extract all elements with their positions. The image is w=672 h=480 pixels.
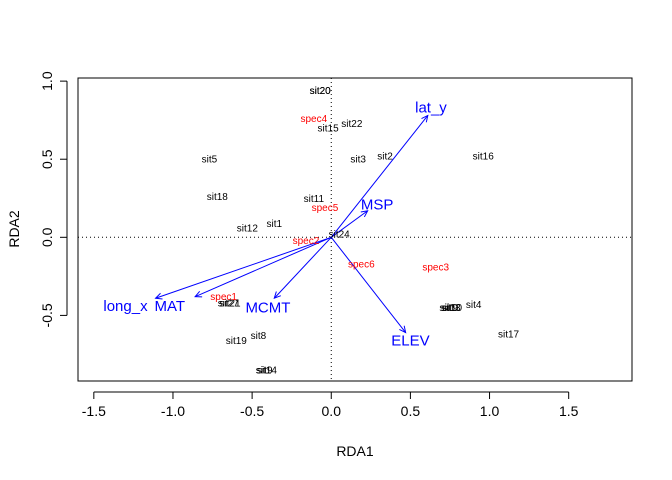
biplot-arrow-shaft bbox=[194, 236, 332, 298]
x-tick-label: -0.5 bbox=[240, 403, 264, 419]
species-label: spec1 bbox=[210, 292, 237, 303]
biplot-arrow-head bbox=[194, 291, 203, 298]
biplot-arrow-shaft bbox=[330, 210, 368, 238]
x-tick-label: -1.0 bbox=[161, 403, 185, 419]
x-tick-label: -1.5 bbox=[82, 403, 106, 419]
species-label: spec5 bbox=[312, 203, 339, 214]
species-label: spec6 bbox=[348, 259, 375, 270]
species-scores: spec4 spec5 spec2 spec6 spec3 spec1 bbox=[210, 114, 449, 303]
site-label: sit15 bbox=[318, 123, 340, 134]
biplot-arrow-head bbox=[154, 292, 163, 300]
site-label: sit4 bbox=[466, 300, 482, 311]
y-tick-label: 0.0 bbox=[39, 227, 55, 247]
y-axis-title: RDA2 bbox=[6, 210, 22, 248]
x-axis: -1.5 -1.0 -0.5 0.0 0.5 1.0 1.5 bbox=[82, 391, 579, 419]
site-label: sit9 bbox=[257, 366, 273, 377]
site-label: sit17 bbox=[498, 330, 520, 341]
site-label: sit24 bbox=[329, 230, 351, 241]
biplot-arrow-head bbox=[273, 291, 281, 300]
site-label: sit12 bbox=[237, 223, 259, 234]
site-label: sit20 bbox=[310, 86, 332, 97]
y-axis: -0.5 0.0 0.5 1.0 bbox=[39, 71, 68, 327]
biplot-arrow-shaft bbox=[273, 236, 332, 299]
y-tick-label: 1.0 bbox=[39, 71, 55, 91]
species-label: spec2 bbox=[293, 236, 320, 247]
site-label: sit20 bbox=[310, 86, 332, 97]
site-label: sit8 bbox=[251, 331, 267, 342]
biplot-arrow-head bbox=[360, 210, 369, 218]
x-tick-label: 0.5 bbox=[401, 403, 421, 419]
site-label: sit1 bbox=[266, 219, 282, 230]
site-label: sit22 bbox=[341, 119, 363, 130]
x-tick-label: 1.0 bbox=[480, 403, 500, 419]
biplot-arrow-labels: lat_y MSP long_x MAT MCMT ELEV bbox=[103, 100, 447, 350]
biplot-arrow-label: lat_y bbox=[415, 100, 447, 117]
site-label: sit19 bbox=[226, 336, 248, 347]
biplot-arrow-shaft bbox=[330, 115, 429, 238]
x-tick-label: 1.5 bbox=[559, 403, 579, 419]
biplot-arrow-label: long_x bbox=[103, 298, 148, 315]
biplot-arrow-head bbox=[421, 114, 429, 123]
reference-lines bbox=[78, 78, 632, 381]
site-label: sit11 bbox=[304, 194, 325, 205]
biplot-arrow-label: MCMT bbox=[245, 300, 290, 317]
site-label: sit3 bbox=[350, 155, 366, 166]
site-label: sit10 bbox=[441, 303, 463, 314]
biplot-arrow-head bbox=[399, 325, 407, 334]
biplot-arrow-shaft bbox=[155, 236, 332, 299]
site-label: sit5 bbox=[202, 155, 218, 166]
site-label: sit27 bbox=[218, 298, 240, 309]
site-label: sit21 bbox=[219, 298, 241, 309]
biplot-arrows bbox=[154, 114, 429, 334]
species-label: spec3 bbox=[422, 262, 449, 273]
y-tick-label: 0.5 bbox=[39, 149, 55, 169]
plot-frame bbox=[77, 77, 633, 382]
x-axis-title: RDA1 bbox=[336, 443, 374, 459]
biplot-arrow-shaft bbox=[330, 237, 407, 333]
site-label: sit18 bbox=[207, 192, 229, 203]
biplot-arrow-label: ELEV bbox=[391, 332, 429, 349]
species-label: spec4 bbox=[301, 114, 328, 125]
biplot-arrow-label: MAT bbox=[155, 298, 186, 315]
x-tick-label: 0.0 bbox=[322, 403, 342, 419]
site-label: sit14 bbox=[256, 366, 278, 377]
site-label: sit9 bbox=[442, 303, 458, 314]
site-label: sit16 bbox=[473, 152, 495, 163]
y-tick-label: -0.5 bbox=[39, 303, 55, 327]
site-label: sit13 bbox=[439, 303, 461, 314]
biplot-arrow-label: MSP bbox=[361, 197, 394, 214]
site-label: sit2 bbox=[377, 152, 393, 163]
